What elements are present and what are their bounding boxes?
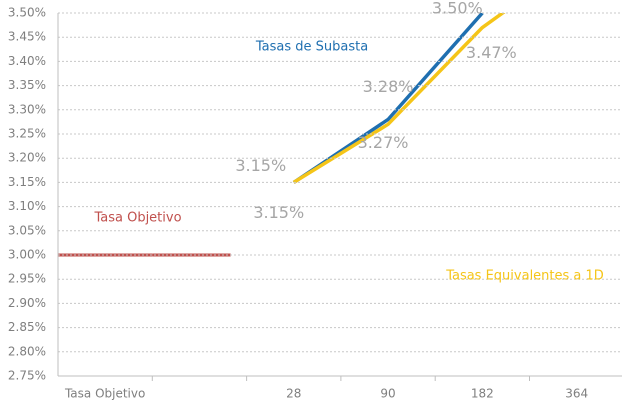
y-tick-label: 2.95% <box>8 272 46 286</box>
x-tick-label: Tasa Objetivo <box>64 387 145 401</box>
series-line <box>292 13 484 184</box>
y-tick-label: 3.10% <box>8 199 46 213</box>
y-tick-label: 3.20% <box>8 151 46 165</box>
data-label: 3.15% <box>253 203 304 222</box>
series-name: Tasas Equivalentes a 1D <box>445 269 604 284</box>
x-tick-label: 28 <box>286 387 301 401</box>
x-tick-label: 364 <box>565 387 588 401</box>
y-tick-label: 2.75% <box>8 369 46 383</box>
y-tick-label: 3.00% <box>8 248 46 262</box>
y-tick-label: 3.15% <box>8 175 46 189</box>
x-tick-label: 90 <box>380 387 395 401</box>
data-label: 3.27% <box>358 133 409 152</box>
y-tick-label: 3.50% <box>8 6 46 20</box>
series-name: Tasas de Subasta <box>255 40 368 55</box>
data-label: 3.47% <box>466 43 517 62</box>
plot-area <box>58 13 506 257</box>
y-tick-label: 2.90% <box>8 296 46 310</box>
y-tick-label: 3.35% <box>8 78 46 92</box>
y-tick-label: 3.40% <box>8 54 46 68</box>
series-line <box>292 13 506 184</box>
data-label: 3.28% <box>363 77 414 96</box>
y-tick-label: 3.45% <box>8 30 46 44</box>
x-tick-label: 182 <box>471 387 494 401</box>
series-name: Tasa Objetivo <box>93 211 181 226</box>
y-tick-label: 3.25% <box>8 127 46 141</box>
y-tick-label: 3.30% <box>8 102 46 116</box>
y-tick-label: 2.80% <box>8 344 46 358</box>
y-tick-label: 2.85% <box>8 320 46 334</box>
data-label: 3.50% <box>432 0 483 18</box>
data-label: 3.15% <box>235 156 286 175</box>
y-tick-label: 3.05% <box>8 223 46 237</box>
